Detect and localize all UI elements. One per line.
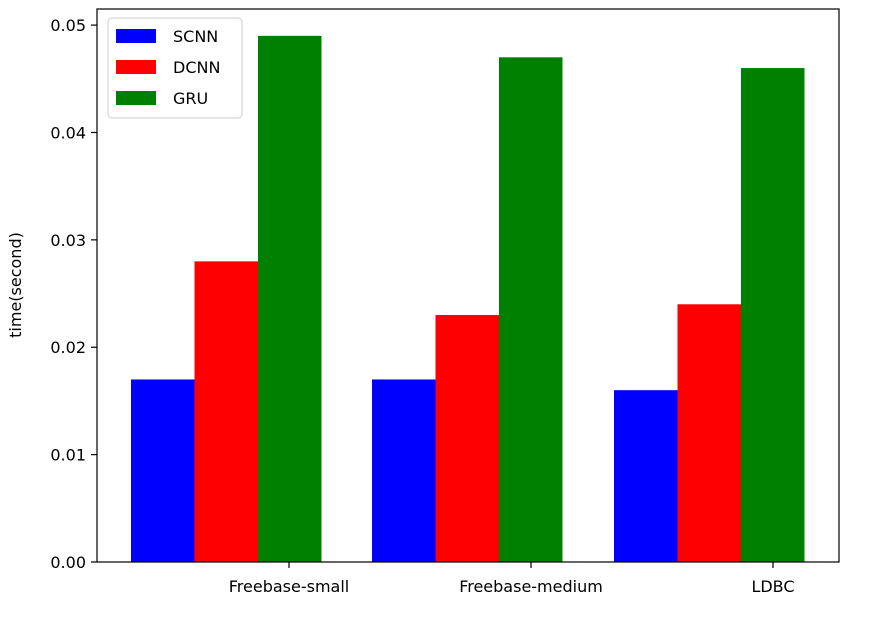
- y-tick-label: 0.01: [50, 446, 86, 465]
- legend-swatch-dcnn: [116, 60, 156, 74]
- legend-swatch-scnn: [116, 29, 156, 43]
- bar-scnn-freebase-small: [131, 379, 195, 562]
- bar-gru-freebase-small: [258, 35, 322, 562]
- bar-gru-freebase-medium: [499, 57, 563, 563]
- x-tick-label: Freebase-medium: [459, 577, 603, 596]
- bar-dcnn-freebase-medium: [435, 315, 499, 562]
- y-tick-label: 0.03: [50, 231, 86, 250]
- bar-scnn-freebase-medium: [372, 379, 436, 562]
- bar-dcnn-freebase-small: [194, 261, 258, 562]
- bar-gru-ldbc: [741, 68, 805, 562]
- bars-layer: [131, 35, 805, 563]
- y-axis-label: time(second): [6, 232, 25, 338]
- y-tick-label: 0.00: [50, 553, 86, 572]
- y-tick-label: 0.05: [50, 16, 86, 35]
- x-tick-label: LDBC: [751, 577, 794, 596]
- legend-label-scnn: SCNN: [173, 27, 218, 46]
- legend: SCNN DCNN GRU: [107, 17, 243, 119]
- y-tick-label: 0.04: [50, 123, 86, 142]
- x-tick-label: Freebase-small: [229, 577, 349, 596]
- bar-scnn-ldbc: [614, 390, 678, 562]
- legend-swatch-gru: [116, 91, 156, 105]
- axes-layer: 0.00 0.01 0.02 0.03 0.04 0.05 Freebase-small Fr…: [50, 8, 840, 596]
- legend-label-dcnn: DCNN: [173, 58, 220, 77]
- bar-dcnn-ldbc: [677, 304, 741, 562]
- y-tick-label: 0.02: [50, 338, 86, 357]
- plot-frame: [96, 8, 840, 563]
- legend-label-gru: GRU: [173, 89, 208, 108]
